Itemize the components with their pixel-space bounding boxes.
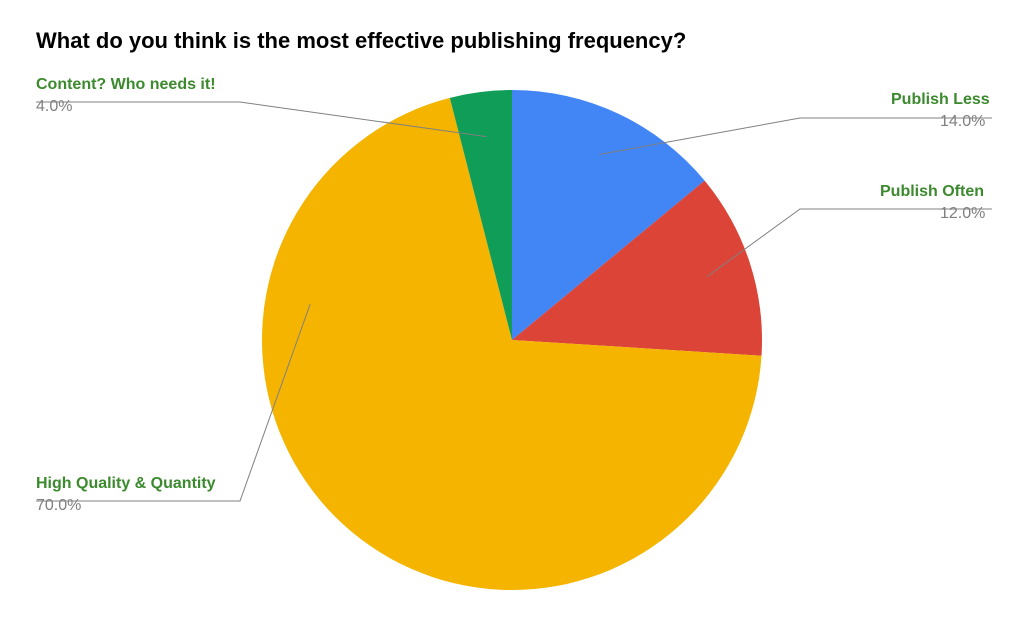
slice-label: Publish Often — [880, 183, 984, 201]
slice-percent: 12.0% — [940, 205, 985, 223]
slice-label: Content? Who needs it! — [36, 76, 216, 94]
slice-percent: 70.0% — [36, 497, 81, 515]
slice-label: Publish Less — [891, 91, 990, 109]
slice-label: High Quality & Quantity — [36, 475, 216, 493]
pie-chart — [0, 0, 1024, 633]
slice-percent: 4.0% — [36, 98, 72, 116]
slice-percent: 14.0% — [940, 113, 985, 131]
